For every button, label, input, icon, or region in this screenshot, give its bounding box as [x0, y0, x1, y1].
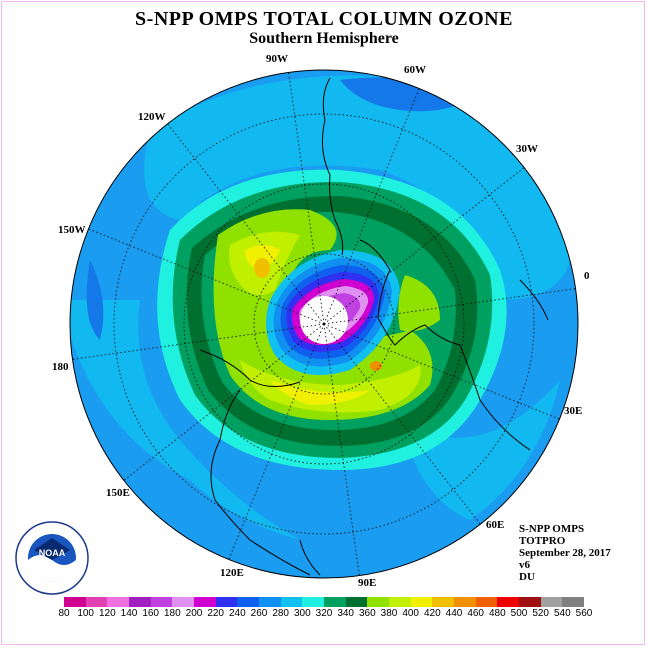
- colorbar-swatch: [280, 597, 303, 607]
- colorbar-tick-label: 120: [98, 608, 116, 619]
- colorbar-swatch: [389, 597, 411, 607]
- colorbar-tick-label: 280: [272, 608, 289, 619]
- map-boundary: [69, 69, 579, 579]
- colorbar-swatch: [85, 597, 108, 607]
- colorbar-tick-label: 460: [467, 608, 484, 619]
- info-unit: DU: [519, 571, 535, 583]
- colorbar-swatch: [237, 597, 260, 607]
- colorbar-swatch: [302, 597, 325, 607]
- colorbar-tick-label: 440: [445, 608, 463, 619]
- colorbar-ticks: 80 100 120 140 160 180 200 220 240 260 280 300 320 34…: [0, 608, 648, 622]
- colorbar-tick-label: 240: [228, 608, 246, 619]
- lon-label-60e: 60E: [486, 519, 504, 531]
- colorbar-swatch: [475, 597, 498, 607]
- colorbar-swatch: [562, 597, 585, 607]
- colorbar-swatch: [107, 597, 130, 607]
- colorbar-swatch: [367, 597, 390, 607]
- colorbar-swatch: [454, 597, 476, 607]
- colorbar-swatch: [410, 597, 433, 607]
- lon-label-90w: 90W: [266, 53, 288, 65]
- colorbar-swatch: [150, 597, 173, 607]
- noaa-logo: NOAA: [15, 521, 89, 595]
- colorbar-tick-label: 220: [207, 608, 224, 619]
- colorbar: [64, 597, 585, 607]
- colorbar-swatch: [497, 597, 520, 607]
- colorbar-swatch: [540, 597, 563, 607]
- colorbar-tick-label: 200: [185, 608, 203, 619]
- info-date: September 28, 2017: [519, 547, 611, 559]
- colorbar-tick-label: 420: [423, 608, 441, 619]
- colorbar-tick-label: 360: [358, 608, 376, 619]
- colorbar-swatch: [324, 597, 346, 607]
- colorbar-swatch: [194, 597, 216, 607]
- info-instrument: S-NPP OMPS: [519, 523, 585, 535]
- colorbar-tick-label: 320: [315, 608, 333, 619]
- colorbar-swatch: [64, 597, 86, 607]
- lon-label-180: 180: [52, 361, 69, 373]
- colorbar-tick-label: 560: [575, 608, 593, 619]
- colorbar-tick-label: 80: [58, 608, 70, 619]
- info-version: v6: [519, 559, 530, 571]
- colorbar-swatch: [259, 597, 281, 607]
- lon-label-120w: 120W: [138, 111, 166, 123]
- map-subtitle: Southern Hemisphere: [249, 30, 399, 47]
- colorbar-tick-label: 140: [120, 608, 138, 619]
- info-product: TOTPRO: [519, 535, 566, 547]
- colorbar-swatch: [215, 597, 238, 607]
- ozone-field: [70, 70, 578, 578]
- colorbar-tick-label: 380: [380, 608, 398, 619]
- lon-label-30e: 30E: [564, 405, 582, 417]
- lon-label-150e: 150E: [106, 487, 130, 499]
- colorbar-swatch: [129, 597, 151, 607]
- colorbar-tick-label: 100: [77, 608, 94, 619]
- lon-label-120e: 120E: [220, 567, 244, 579]
- lon-label-60w: 60W: [404, 64, 426, 76]
- colorbar-tick-label: 480: [488, 608, 506, 619]
- colorbar-swatch: [172, 597, 195, 607]
- map-title: S-NPP OMPS TOTAL COLUMN OZONE: [135, 8, 513, 30]
- colorbar-tick-label: 260: [250, 608, 268, 619]
- colorbar-tick-label: 400: [402, 608, 419, 619]
- colorbar-swatch: [519, 597, 541, 607]
- colorbar-tick-label: 340: [337, 608, 354, 619]
- lon-label-150w: 150W: [58, 224, 86, 236]
- lon-label-90e: 90E: [358, 577, 376, 589]
- logo-text: NOAA: [39, 548, 66, 558]
- lon-label-30w: 30W: [516, 143, 538, 155]
- colorbar-swatch: [432, 597, 455, 607]
- colorbar-tick-label: 540: [553, 608, 571, 619]
- colorbar-tick-label: 520: [532, 608, 549, 619]
- colorbar-tick-label: 300: [293, 608, 311, 619]
- product-info: S-NPP OMPS TOTPRO September 28, 2017 v6 …: [519, 523, 611, 583]
- lon-label-0: 0: [584, 270, 590, 282]
- colorbar-tick-label: 500: [510, 608, 528, 619]
- graticule: [113, 113, 535, 535]
- colorbar-tick-label: 180: [163, 608, 181, 619]
- colorbar-swatch: [345, 597, 368, 607]
- colorbar-tick-label: 160: [142, 608, 159, 619]
